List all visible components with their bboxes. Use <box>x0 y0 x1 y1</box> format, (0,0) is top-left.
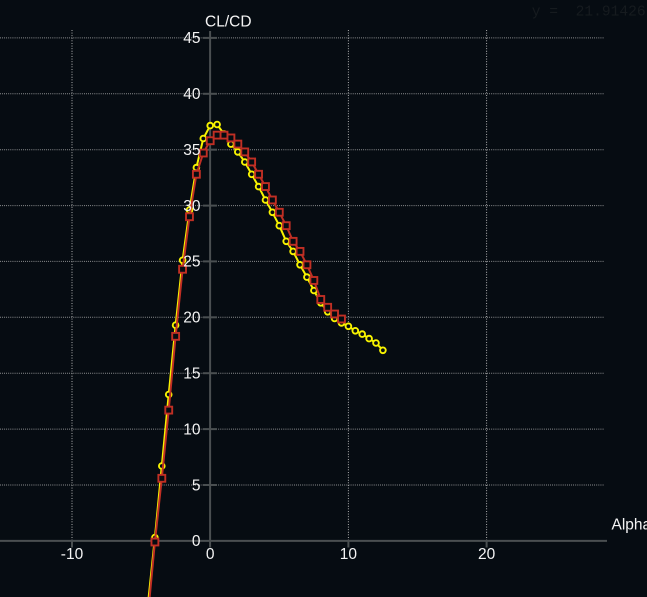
svg-text:CL/CD: CL/CD <box>205 14 252 31</box>
svg-text:30: 30 <box>183 198 201 215</box>
svg-text:10: 10 <box>183 421 201 438</box>
svg-text:15: 15 <box>183 366 200 383</box>
svg-text:5: 5 <box>192 477 201 494</box>
svg-text:20: 20 <box>183 310 201 327</box>
svg-text:10: 10 <box>340 546 358 563</box>
svg-text:35: 35 <box>183 142 200 159</box>
svg-text:Alpha: Alpha <box>612 517 647 534</box>
svg-text:20: 20 <box>478 546 496 563</box>
svg-text:0: 0 <box>206 546 215 563</box>
svg-text:40: 40 <box>183 86 201 103</box>
svg-text:0: 0 <box>192 533 201 550</box>
svg-text:25: 25 <box>183 254 200 271</box>
svg-text:-10: -10 <box>61 546 84 563</box>
svg-text:y = 21.91426: y = 21.91426 <box>532 5 646 21</box>
svg-text:45: 45 <box>183 30 200 47</box>
